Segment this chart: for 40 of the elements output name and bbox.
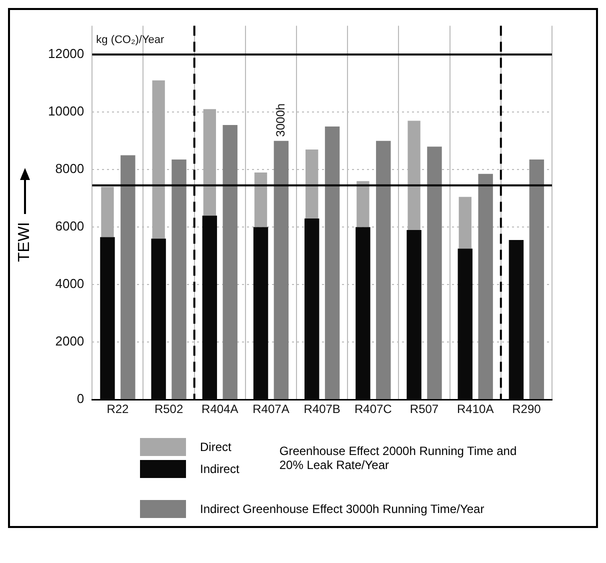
x-tick-label: R407B <box>304 402 340 416</box>
x-tick-label: R290 <box>512 402 542 416</box>
bar <box>458 196 472 249</box>
x-tick-label: R404A <box>202 402 238 416</box>
bar <box>222 125 238 400</box>
x-tick-label: R407A <box>252 402 290 416</box>
bar <box>172 160 186 400</box>
bar <box>101 186 114 238</box>
legend-label: Direct <box>200 440 232 454</box>
y-tick-label: 6000 <box>55 218 84 234</box>
y-tick-label: 0 <box>76 391 84 406</box>
annotation: kg (CO₂)/Year <box>96 34 165 46</box>
bar <box>254 172 268 228</box>
x-tick-label: R407C <box>354 402 392 416</box>
y-tick-label: 4000 <box>55 276 84 292</box>
bar <box>408 120 420 230</box>
bar <box>306 149 318 218</box>
bar <box>356 181 370 228</box>
legend-title: Greenhouse Effect 2000h Running Time and 20% Leak Rate/Year <box>279 444 518 472</box>
annotation: 3000h <box>274 103 288 137</box>
x-tick-label: R22 <box>106 402 130 416</box>
bar <box>203 109 216 216</box>
bar <box>376 140 391 400</box>
bar <box>152 80 165 239</box>
bar <box>529 160 544 400</box>
x-tick-label: R410A <box>457 402 494 416</box>
x-tick-label: R502 <box>154 402 184 416</box>
bar <box>478 174 493 400</box>
y-tick-label: 8000 <box>55 161 84 176</box>
bar <box>274 140 289 400</box>
y-tick-label: 2000 <box>55 334 84 349</box>
legend-label: Indirect Greenhouse Effect 3000h Running Time/Year <box>200 502 484 516</box>
bar <box>427 146 442 400</box>
bar <box>120 155 136 400</box>
y-tick-label: 10000 <box>48 104 84 119</box>
bar <box>324 126 340 400</box>
legend-label: Indirect <box>200 462 240 476</box>
y-axis-title: TEWI <box>16 222 34 262</box>
y-tick-label: 12000 <box>48 46 84 62</box>
x-tick-label: R507 <box>410 402 439 416</box>
